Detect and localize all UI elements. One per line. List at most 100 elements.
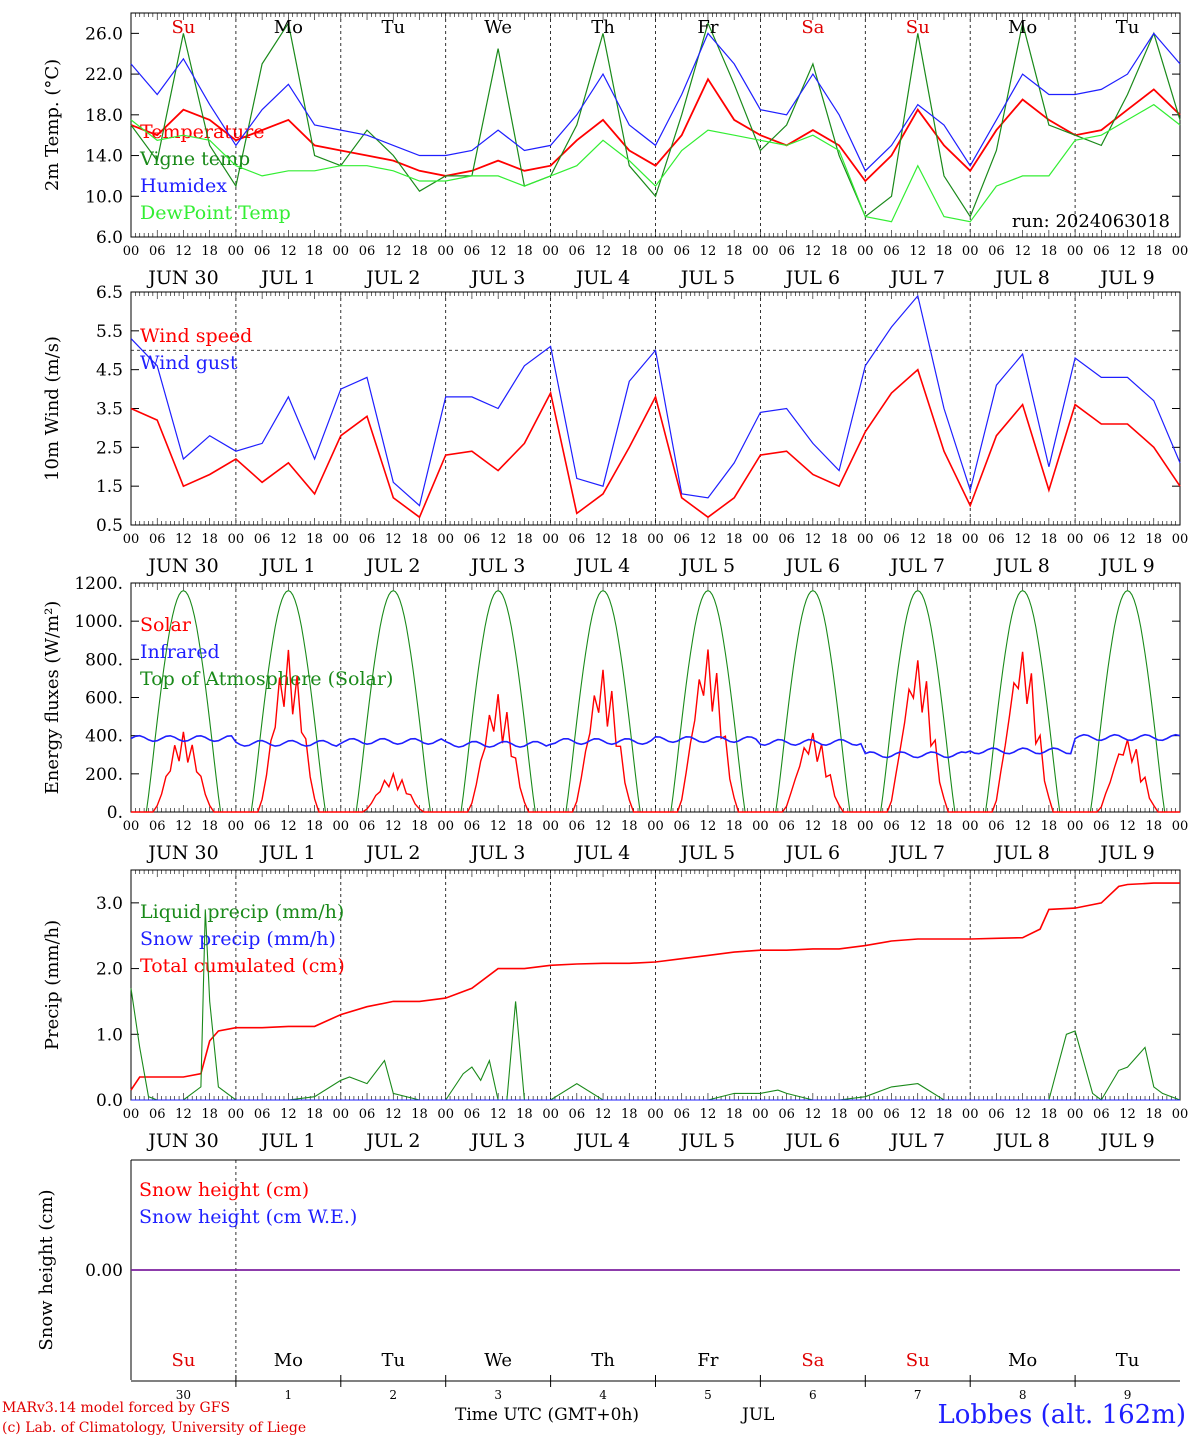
day-number: 30 (176, 1388, 191, 1402)
series-solar (131, 649, 1180, 813)
hour-label: 18 (411, 819, 428, 834)
hour-label: 06 (254, 1107, 271, 1122)
hour-label: 06 (254, 532, 271, 547)
series-dewpoint-temp (130, 103, 1181, 223)
series-toa-solar (131, 589, 1180, 813)
hour-label: 12 (490, 244, 507, 259)
weekday-label: Tu (381, 17, 405, 38)
date-label: JUN 30 (146, 267, 218, 289)
legend-entry: Solar (140, 614, 192, 636)
hour-label: 00 (857, 1107, 874, 1122)
hour-label: 06 (569, 244, 586, 259)
hour-label: 18 (831, 244, 848, 259)
hour-label: 18 (621, 819, 638, 834)
date-label: JUL 5 (679, 842, 735, 864)
weekday-label: Su (171, 1350, 195, 1371)
hour-label: 06 (778, 819, 795, 834)
hour-label: 00 (752, 1107, 769, 1122)
date-label: JUL 7 (889, 1130, 945, 1152)
hour-label: 00 (962, 532, 979, 547)
date-label: JUL 1 (259, 555, 315, 577)
hour-label: 06 (569, 532, 586, 547)
y-tick-label: 3.0 (96, 894, 123, 914)
hour-label: 00 (962, 1107, 979, 1122)
y-axis-label: 10m Wind (m/s) (42, 336, 63, 481)
hour-label: 12 (1119, 819, 1136, 834)
hour-label: 18 (306, 819, 323, 834)
hour-label: 12 (1119, 532, 1136, 547)
weekday-label: Fr (697, 1350, 718, 1371)
hour-label: 06 (988, 244, 1005, 259)
date-label: JUL 2 (364, 555, 420, 577)
panel-5: 0.00 Snow height (cm) Snow height (cm) Snow… (36, 1159, 1180, 1402)
hour-label: 00 (857, 244, 874, 259)
hour-label: 06 (1093, 1107, 1110, 1122)
date-label: JUL 1 (259, 267, 315, 289)
hour-label: 18 (1146, 244, 1163, 259)
series-wind-speed (130, 368, 1181, 519)
y-axis-label: Energy fluxes (W/m²) (42, 601, 63, 795)
hour-label: 12 (490, 819, 507, 834)
hour-label: 00 (647, 819, 664, 834)
hour-label: 12 (805, 244, 822, 259)
hour-label: 00 (333, 244, 350, 259)
station-label: Lobbes (alt. 162m) (937, 1400, 1186, 1430)
hour-label: 12 (1014, 819, 1031, 834)
hour-label: 06 (988, 1107, 1005, 1122)
hour-label: 06 (359, 819, 376, 834)
hour-label: 06 (1093, 244, 1110, 259)
hour-label: 00 (542, 819, 559, 834)
y-tick-label: 800. (85, 650, 123, 670)
legend-entry: Snow height (cm W.E.) (139, 1206, 357, 1228)
hour-label: 06 (988, 819, 1005, 834)
legend-entry: Liquid precip (mm/h) (140, 901, 344, 923)
month-label: JUL (742, 1405, 775, 1425)
hour-label: 18 (1146, 532, 1163, 547)
weekday-label: Su (171, 17, 195, 38)
hour-label: 12 (1014, 1107, 1031, 1122)
y-tick-label: 600. (85, 689, 123, 709)
hour-label: 12 (280, 532, 297, 547)
date-label: JUL 3 (469, 267, 525, 289)
date-label: JUL 8 (993, 842, 1049, 864)
weekday-label: Mo (274, 17, 303, 38)
hour-label: 18 (306, 532, 323, 547)
weekday-label: Su (906, 1350, 930, 1371)
hour-label: 12 (175, 532, 192, 547)
hour-label: 12 (385, 1107, 402, 1122)
hour-label: 06 (988, 532, 1005, 547)
hour-label: 00 (542, 244, 559, 259)
date-label: JUL 2 (364, 842, 420, 864)
series-infrared (130, 733, 1181, 759)
hour-label: 00 (228, 532, 245, 547)
hour-label: 00 (1067, 244, 1084, 259)
hour-label: 12 (909, 1107, 926, 1122)
hour-label: 12 (280, 819, 297, 834)
hour-label: 00 (962, 819, 979, 834)
hour-label: 00 (1067, 532, 1084, 547)
y-tick-label: 2.0 (96, 960, 123, 980)
date-label: JUL 5 (679, 1130, 735, 1152)
hour-label: 06 (883, 1107, 900, 1122)
copyright-credit: (c) Lab. of Climatology, University of L… (2, 1420, 307, 1436)
date-label: JUL 9 (1098, 842, 1154, 864)
hour-label: 18 (1146, 1107, 1163, 1122)
date-label: JUL 2 (364, 267, 420, 289)
hour-label: 00 (333, 1107, 350, 1122)
y-tick-label: 2.5 (96, 438, 123, 458)
date-label: JUN 30 (146, 842, 218, 864)
hour-label: 12 (280, 1107, 297, 1122)
date-label: JUL 4 (574, 842, 630, 864)
y-tick-label: 22.0 (85, 65, 123, 85)
y-tick-label: 26.0 (85, 24, 123, 44)
hour-label: 06 (1093, 532, 1110, 547)
hour-label: 18 (411, 1107, 428, 1122)
panel-4: 00 06 12 18 00 06 12 18 00 06 12 18 00 06 12 18 00 06 12 18… (42, 869, 1188, 1152)
hour-label: 18 (516, 1107, 533, 1122)
date-label: JUL 9 (1098, 555, 1154, 577)
hour-label: 06 (778, 1107, 795, 1122)
hour-label: 06 (149, 244, 166, 259)
hour-label: 00 (752, 532, 769, 547)
weekday-label: Tu (381, 1350, 405, 1371)
hour-label: 06 (673, 1107, 690, 1122)
